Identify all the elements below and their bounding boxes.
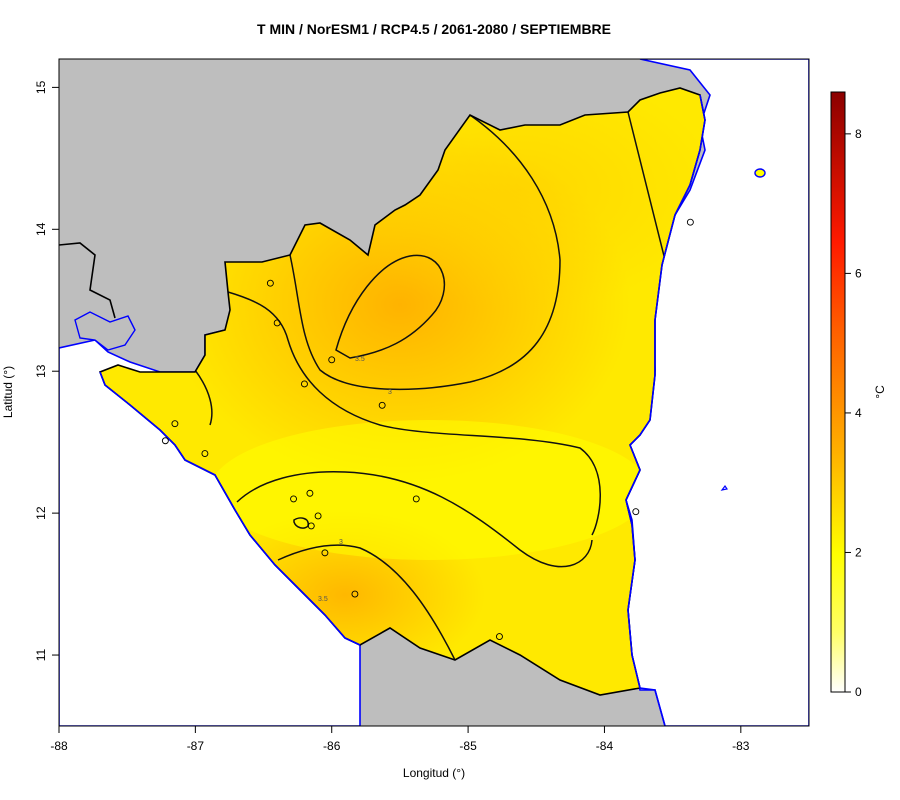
station-marker bbox=[161, 437, 169, 445]
contour-label-3.5-north: 3.5 bbox=[355, 356, 365, 363]
colorbar-unit-label: °C bbox=[873, 385, 887, 399]
caribbean-coastline bbox=[625, 94, 706, 726]
station-marker bbox=[496, 633, 503, 641]
station-marker bbox=[328, 356, 336, 364]
y-tick-label: 15 bbox=[34, 80, 48, 94]
contour-line-3-north bbox=[289, 114, 561, 391]
stations-layer bbox=[161, 218, 694, 641]
y-tick-label: 13 bbox=[34, 364, 48, 378]
chart-title: T MIN / NorESM1 / RCP4.5 / 2061-2080 / S… bbox=[257, 21, 611, 37]
x-axis-label: Longitud (°) bbox=[402, 766, 466, 780]
plot-frame bbox=[58, 58, 810, 727]
station-marker bbox=[632, 508, 640, 516]
contour-label-3-north: 3 bbox=[388, 389, 392, 396]
pacific-coastline bbox=[99, 371, 361, 646]
contour-line-2.5-west bbox=[227, 291, 601, 536]
y-tick-label: 12 bbox=[34, 506, 48, 520]
contour-line-2.5-south bbox=[236, 471, 593, 568]
x-tick-label: -83 bbox=[732, 739, 750, 753]
station-marker bbox=[301, 380, 308, 388]
y-tick-label: 14 bbox=[34, 222, 48, 236]
y-tick-label: 11 bbox=[34, 648, 48, 661]
station-marker bbox=[686, 218, 694, 226]
contour-label-3.5-south: 3.5 bbox=[318, 596, 328, 603]
x-axis: -88 -87 -86 -85 -84 -83 bbox=[50, 726, 750, 753]
honduras-border bbox=[59, 242, 116, 319]
station-marker bbox=[273, 319, 281, 327]
station-marker bbox=[307, 522, 315, 530]
corn-island bbox=[754, 168, 766, 178]
station-marker bbox=[266, 279, 274, 287]
station-marker bbox=[314, 512, 322, 520]
colorbar-tick-label: 0 bbox=[855, 685, 862, 699]
station-marker bbox=[412, 495, 420, 503]
x-tick-label: -87 bbox=[187, 739, 205, 753]
contour-label-3-south: 3 bbox=[339, 539, 343, 546]
cool-zone-center bbox=[210, 420, 650, 560]
contour-line-3-south bbox=[277, 544, 456, 661]
colorbar-axis: 0 2 4 6 8 bbox=[845, 127, 862, 699]
small-island bbox=[720, 484, 728, 491]
station-marker bbox=[290, 495, 297, 503]
colorbar-tick-label: 6 bbox=[855, 266, 862, 280]
y-axis: 11 12 13 14 15 bbox=[34, 80, 59, 661]
x-tick-label: -85 bbox=[459, 739, 477, 753]
station-marker bbox=[378, 401, 386, 409]
station-marker bbox=[171, 420, 179, 428]
contour-line-2.5-nw bbox=[194, 369, 213, 426]
contour-line-3.5-north bbox=[335, 254, 446, 359]
station-marker bbox=[201, 450, 209, 457]
x-tick-label: -86 bbox=[323, 739, 341, 753]
station-marker bbox=[351, 590, 359, 598]
colorbar-tick-label: 4 bbox=[855, 406, 862, 420]
station-marker bbox=[321, 549, 329, 557]
colorbar bbox=[830, 91, 846, 693]
y-axis-label: Latitud (°) bbox=[1, 365, 15, 419]
station-marker bbox=[306, 489, 314, 497]
contour-line-east bbox=[627, 111, 666, 261]
gulf-of-fonseca bbox=[74, 311, 136, 351]
x-tick-label: -88 bbox=[50, 739, 68, 753]
colorbar-tick-label: 2 bbox=[855, 545, 862, 559]
x-tick-label: -84 bbox=[596, 739, 614, 753]
colorbar-tick-label: 8 bbox=[855, 127, 862, 141]
